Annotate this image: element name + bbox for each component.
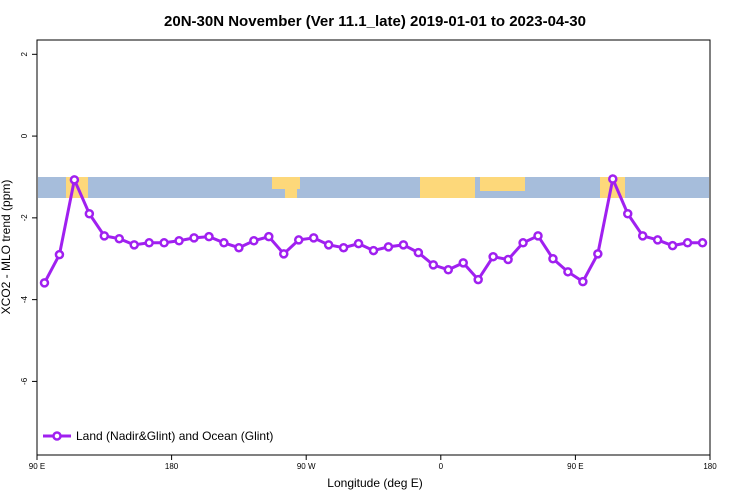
point	[652, 235, 663, 245]
chart-title: 20N-30N November (Ver 11.1_late) 2019-01…	[164, 13, 586, 30]
legend-label: Land (Nadir&Glint) and Ocean (Glint)	[76, 429, 273, 443]
point	[622, 209, 633, 219]
point	[144, 238, 154, 248]
point	[533, 231, 543, 241]
point	[428, 260, 439, 270]
point	[518, 238, 528, 248]
x-tick-label: 90 E	[29, 462, 45, 471]
point	[458, 258, 468, 268]
legend-marker	[52, 431, 62, 441]
y-tick-label: -4	[20, 296, 29, 304]
point	[353, 238, 364, 249]
point	[593, 249, 603, 259]
point	[383, 242, 394, 252]
x-tick-label: 180	[165, 462, 179, 471]
point	[189, 233, 199, 243]
x-tick-label: 0	[439, 462, 444, 471]
point	[293, 235, 304, 245]
point	[174, 236, 184, 246]
point	[114, 233, 125, 244]
point	[39, 278, 50, 288]
point	[503, 254, 513, 265]
point	[204, 231, 214, 242]
point	[308, 233, 319, 243]
point	[219, 238, 229, 248]
point	[84, 209, 95, 219]
point	[488, 251, 498, 262]
point	[234, 242, 244, 253]
x-tick-label: 180	[703, 462, 717, 471]
y-tick-label: 0	[20, 133, 29, 138]
point	[264, 231, 274, 242]
point	[697, 238, 708, 248]
point	[682, 238, 693, 248]
x-tick-label: 90 E	[567, 462, 583, 471]
point	[54, 249, 65, 260]
y-tick-label: -2	[20, 214, 29, 222]
point	[667, 240, 678, 251]
point	[473, 274, 483, 285]
point	[279, 249, 289, 259]
point	[69, 175, 80, 185]
point	[99, 231, 110, 241]
point	[159, 238, 169, 248]
y-tick-label: -6	[20, 377, 29, 385]
point	[129, 240, 139, 250]
x-tick-label: 90 W	[297, 462, 316, 471]
y-tick-label: 2	[20, 52, 29, 57]
y-axis-label: XCO2 - MLO trend (ppm)	[0, 180, 13, 315]
point	[249, 236, 259, 246]
point	[443, 265, 454, 275]
point	[548, 253, 558, 264]
point	[637, 231, 648, 241]
x-axis-label: Longitude (deg E)	[327, 476, 422, 490]
point	[413, 247, 424, 258]
point	[578, 276, 588, 287]
point	[323, 240, 334, 250]
point	[608, 174, 618, 184]
point	[368, 245, 379, 256]
point	[563, 267, 573, 277]
point	[398, 240, 409, 250]
plot-frame	[36, 39, 711, 456]
point	[338, 242, 349, 253]
